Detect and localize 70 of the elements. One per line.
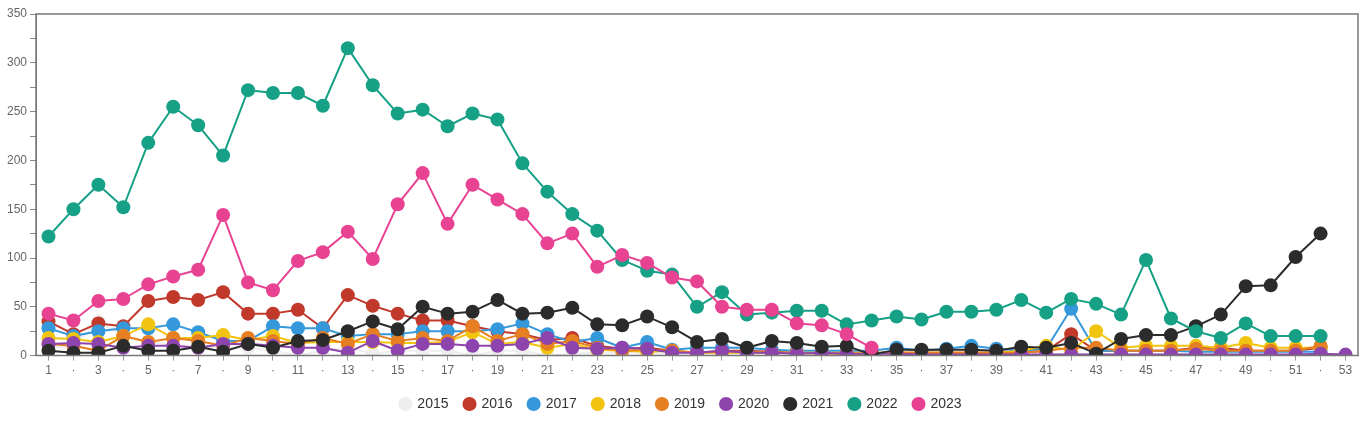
legend-label: 2019 — [673, 394, 706, 411]
x-tick-label: · — [1168, 363, 1173, 378]
x-tick-label: 37 — [939, 363, 954, 378]
x-tick-label: · — [320, 363, 325, 378]
x-tick-label: 43 — [1089, 363, 1104, 378]
y-tick-label: 350 — [6, 6, 28, 21]
x-tick-label: · — [370, 363, 375, 378]
x-tick-label: · — [1019, 363, 1024, 378]
x-tick-label: 35 — [889, 363, 904, 378]
x-tick-label: 21 — [540, 363, 555, 378]
y-tick-label: 100 — [6, 250, 28, 265]
x-tick-label: 5 — [144, 363, 152, 378]
x-tick-label: 39 — [989, 363, 1004, 378]
x-tick-label: 17 — [440, 363, 455, 378]
x-tick-label: 1 — [45, 363, 53, 378]
x-tick-label: · — [570, 363, 575, 378]
x-tick-label: · — [670, 363, 675, 378]
x-tick-label: 53 — [1338, 363, 1353, 378]
y-tick-label: 0 — [20, 347, 28, 362]
legend-label: 2016 — [481, 394, 513, 411]
x-tick-label: · — [171, 363, 176, 378]
x-tick-label: 27 — [690, 363, 704, 378]
x-tick-label: 49 — [1239, 363, 1253, 378]
x-tick-label: · — [1318, 363, 1323, 378]
legend-label: 2015 — [417, 394, 449, 411]
legend-label: 2023 — [930, 394, 962, 411]
x-tick-label: · — [270, 363, 275, 378]
x-tick-label: 47 — [1189, 363, 1203, 378]
x-tick-label: · — [869, 363, 874, 378]
x-tick-label: 41 — [1039, 363, 1054, 378]
x-tick-label: · — [1268, 363, 1273, 378]
x-tick-label: 11 — [291, 363, 305, 378]
y-tick-label: 300 — [6, 55, 28, 70]
x-tick-label: 3 — [95, 363, 103, 378]
x-tick-label: 33 — [839, 363, 854, 378]
x-tick-label: · — [420, 363, 425, 378]
x-tick-label: · — [1218, 363, 1223, 378]
x-tick-label: 23 — [590, 363, 605, 378]
x-tick-label: · — [819, 363, 824, 378]
x-tick-label: · — [769, 363, 774, 378]
x-tick-label: 51 — [1288, 363, 1303, 378]
x-tick-label: 31 — [790, 363, 804, 378]
y-tick-label: 200 — [6, 152, 28, 167]
x-tick-label: 25 — [640, 363, 655, 378]
legend-label: 2021 — [802, 394, 834, 411]
x-tick-label: 15 — [391, 363, 405, 378]
x-tick-label: · — [919, 363, 924, 378]
y-tick-label: 150 — [6, 201, 28, 216]
x-tick-label: · — [520, 363, 525, 378]
x-tick-label: · — [1069, 363, 1074, 378]
x-tick-label: 7 — [194, 363, 202, 378]
x-tick-label: · — [969, 363, 974, 378]
y-tick-label: 250 — [6, 103, 28, 118]
x-tick-label: · — [221, 363, 226, 378]
x-tick-label: · — [71, 363, 76, 378]
legend-label: 2022 — [866, 394, 898, 411]
x-tick-label: 19 — [490, 363, 505, 378]
x-tick-label: · — [121, 363, 126, 378]
x-tick-label: · — [620, 363, 625, 378]
legend-label: 2018 — [609, 394, 642, 411]
x-tick-label: 45 — [1139, 363, 1153, 378]
y-tick-label: 50 — [13, 299, 28, 314]
legend-label: 2017 — [545, 394, 577, 411]
x-tick-label: 29 — [740, 363, 754, 378]
x-tick-label: · — [1119, 363, 1124, 378]
legend-label: 2020 — [738, 394, 770, 411]
x-tick-label: · — [470, 363, 475, 378]
x-tick-label: · — [719, 363, 724, 378]
x-tick-label: 9 — [244, 363, 252, 378]
x-tick-label: 13 — [341, 363, 355, 378]
